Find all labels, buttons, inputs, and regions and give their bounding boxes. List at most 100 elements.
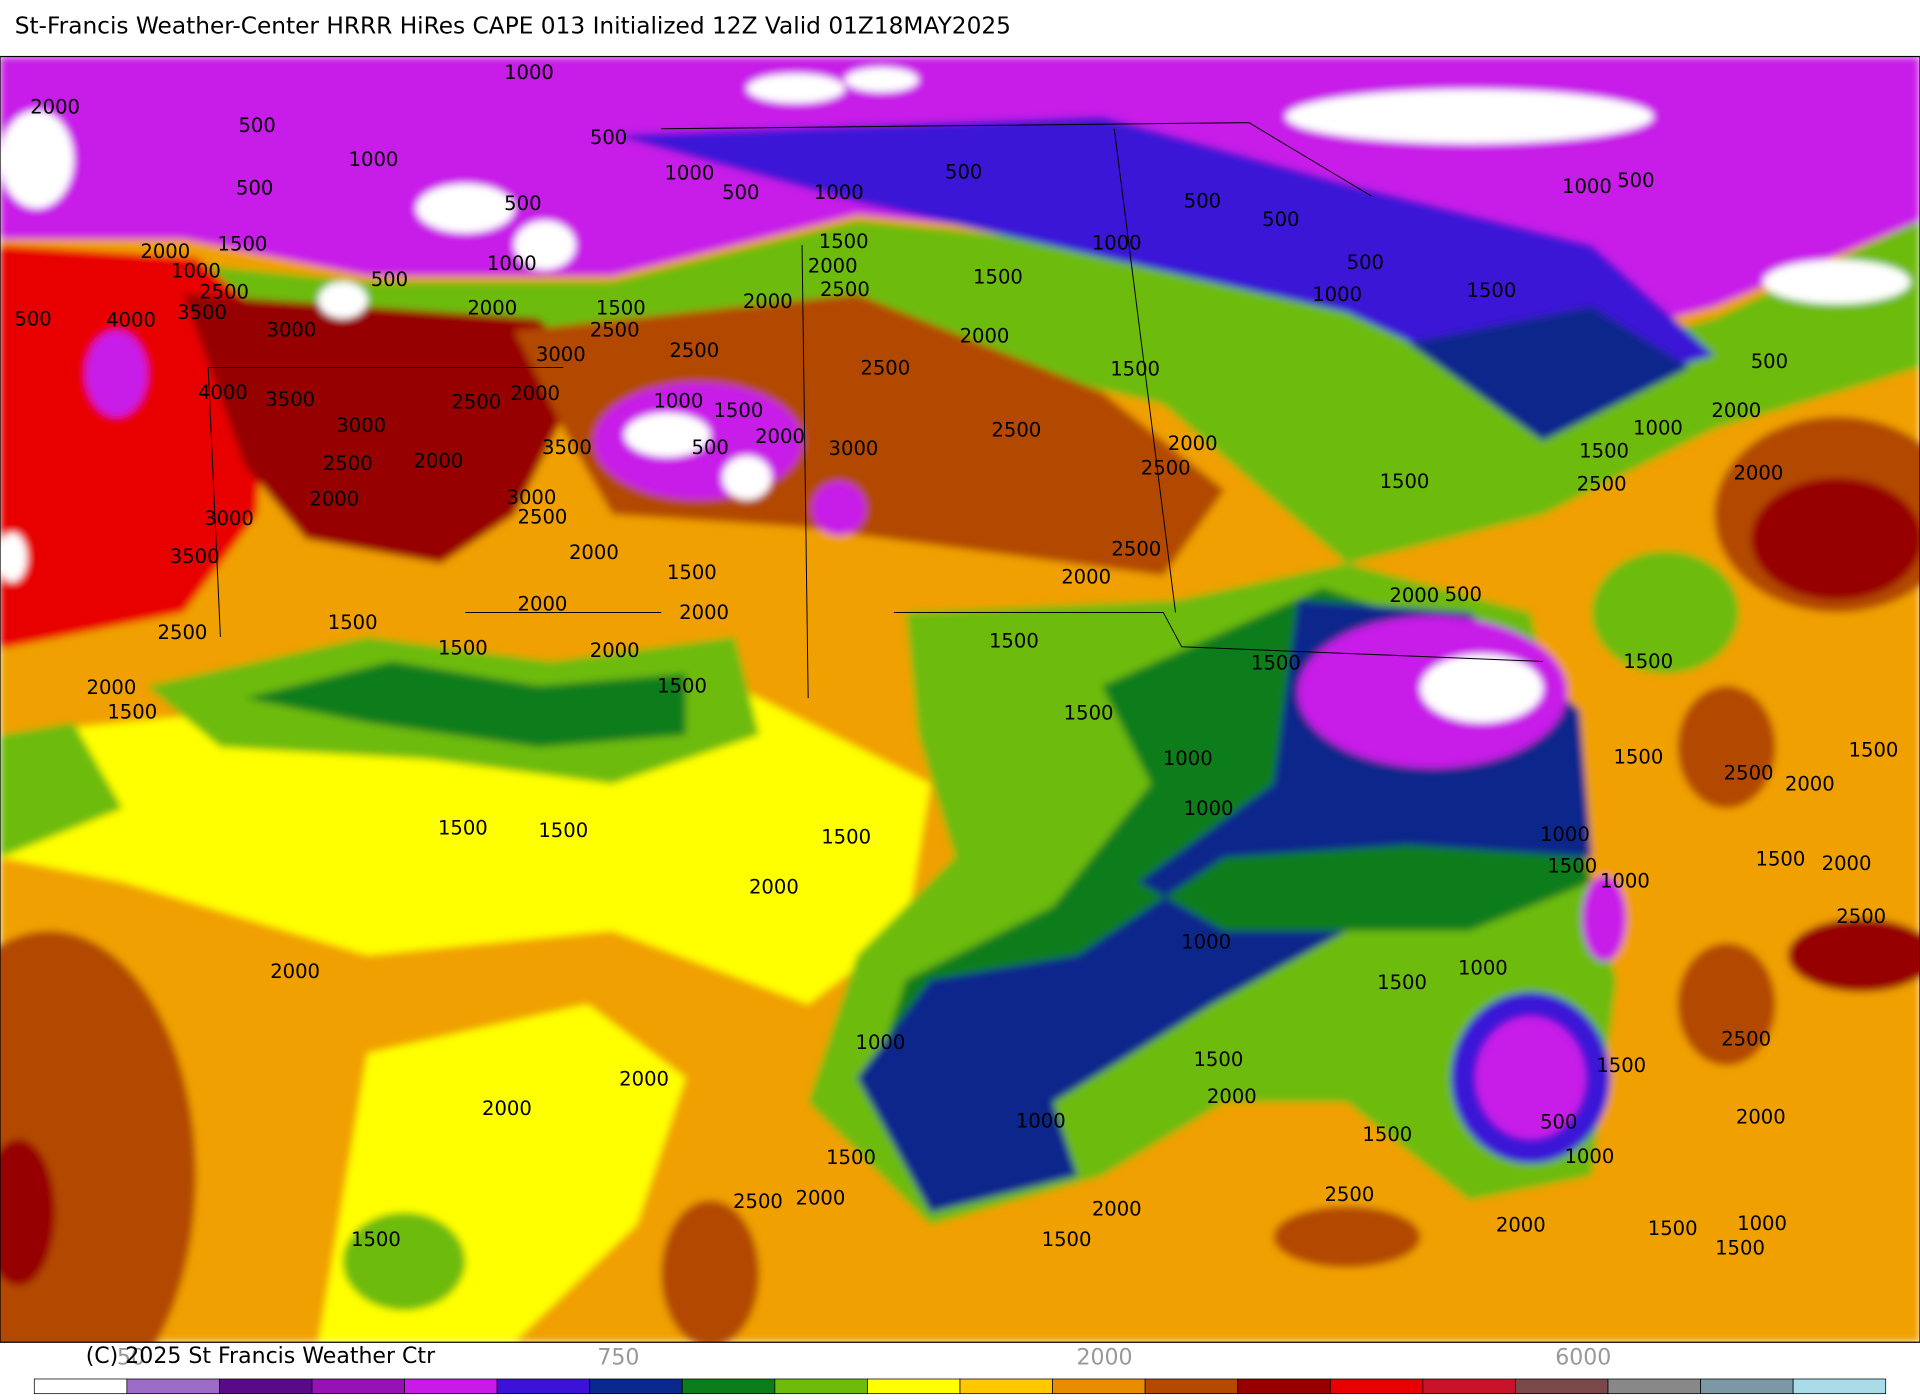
contour-label: 1000 <box>664 162 714 185</box>
colorbar-swatch <box>1144 1378 1239 1395</box>
contour-label: 2000 <box>518 593 568 616</box>
contour-label: 3500 <box>265 388 315 411</box>
contour-label: 500 <box>1262 208 1299 231</box>
contour-label: 1500 <box>821 825 871 848</box>
contour-label: 1000 <box>504 61 554 84</box>
contour-label: 500 <box>371 268 408 291</box>
contour-label: 2000 <box>1389 584 1439 607</box>
contour-label: 500 <box>1445 583 1482 606</box>
contour-label: 2500 <box>1721 1027 1771 1050</box>
colorbar-swatch <box>219 1378 313 1395</box>
contour-label: 3500 <box>170 545 220 568</box>
contour-label: 500 <box>1751 350 1788 373</box>
colorbar-swatch <box>774 1378 868 1395</box>
contour-label: 1000 <box>653 389 703 412</box>
contour-label: 2500 <box>1141 457 1191 480</box>
contour-label: 1000 <box>1562 175 1612 198</box>
contour-label: 1000 <box>487 252 537 275</box>
contour-label: 1500 <box>1547 855 1597 878</box>
contour-label: 1500 <box>351 1228 401 1251</box>
contour-label: 2000 <box>1711 399 1761 422</box>
contour-label: 2500 <box>158 621 208 644</box>
contour-label: 3000 <box>267 318 317 341</box>
contour-label: 500 <box>1540 1111 1577 1134</box>
contour-label: 2500 <box>199 280 249 303</box>
contour-label: 1500 <box>826 1146 876 1169</box>
contour-label: 500 <box>238 114 275 137</box>
contour-label: 2000 <box>1092 1198 1142 1221</box>
contour-label: 1500 <box>819 230 869 253</box>
colorbar-label: 50 <box>117 1345 145 1370</box>
colorbar-swatch <box>404 1378 498 1395</box>
contour-label: 3000 <box>204 507 254 530</box>
colorbar: 50 750 2000 6000 <box>33 1345 1887 1395</box>
contour-label: 2500 <box>451 391 501 414</box>
copyright: (C) 2025 St Francis Weather Ctr <box>86 1344 436 1369</box>
contour-label: 1000 <box>1184 797 1234 820</box>
contour-label: 2000 <box>1733 462 1783 485</box>
colorbar-swatch <box>33 1378 128 1395</box>
contour-label: 1000 <box>1092 231 1142 254</box>
contour-label: 1500 <box>218 233 268 256</box>
contour-label: 3500 <box>542 436 592 459</box>
contour-label: 500 <box>692 436 729 459</box>
colorbar-swatch <box>1422 1378 1516 1395</box>
contour-label: 2000 <box>795 1186 845 1209</box>
contour-label: 1500 <box>1596 1054 1646 1077</box>
contour-label: 1500 <box>1251 651 1301 674</box>
contour-label: 500 <box>1617 169 1654 192</box>
contour-label: 2000 <box>30 95 80 118</box>
colorbar-swatch <box>1700 1378 1794 1395</box>
borders <box>207 122 1543 699</box>
contour-label: 2000 <box>1168 432 1218 455</box>
contour-label: 2000 <box>309 487 359 510</box>
contour-label: 2500 <box>991 419 1041 442</box>
colorbar-swatch <box>496 1378 591 1395</box>
contour-label: 1500 <box>1362 1123 1412 1146</box>
contour-label: 2000 <box>1785 773 1835 796</box>
contour-label: 500 <box>1347 251 1384 274</box>
contour-label: 1000 <box>1181 931 1231 954</box>
contour-label: 2500 <box>518 506 568 529</box>
contour-label: 2500 <box>1577 473 1627 496</box>
colorbar-swatch <box>1329 1378 1424 1395</box>
contour-label: 1500 <box>1715 1237 1765 1260</box>
contour-label: 2000 <box>510 382 560 405</box>
contour-label: 2000 <box>270 960 320 983</box>
colorbar-swatch <box>1237 1378 1331 1395</box>
contour-label: 1000 <box>349 148 399 171</box>
contour-label: 1500 <box>1755 847 1805 870</box>
contour-label: 1500 <box>1380 470 1430 493</box>
colorbar-label: 6000 <box>1555 1345 1611 1370</box>
colorbar-label: 750 <box>597 1345 639 1370</box>
contour-label: 1500 <box>328 611 378 634</box>
contour-label: 500 <box>590 126 627 149</box>
contour-label: 2000 <box>413 449 463 472</box>
contour-label: 3000 <box>507 486 557 509</box>
contour-label: 1000 <box>171 260 221 283</box>
contour-label: 1000 <box>1633 416 1683 439</box>
contour-label: 2500 <box>323 452 373 475</box>
contour-label: 500 <box>945 160 982 183</box>
contour-label: 3000 <box>536 343 586 366</box>
colorbar-swatch <box>959 1378 1053 1395</box>
contour-label: 2500 <box>860 356 910 379</box>
contour-label: 2500 <box>669 339 719 362</box>
contour-label: 3000 <box>829 437 879 460</box>
contour-label: 1000 <box>1600 869 1650 892</box>
contour-label: 1500 <box>1613 746 1663 769</box>
contour-label: 1500 <box>1110 358 1160 381</box>
map-title: St-Francis Weather-Center HRRR HiRes CAP… <box>15 12 1011 39</box>
contour-label: 2000 <box>1496 1213 1546 1236</box>
contour-label: 500 <box>14 307 51 330</box>
contour-label: 1500 <box>438 817 488 840</box>
contour-label: 2000 <box>679 601 729 624</box>
contour-label: 2000 <box>87 676 137 699</box>
colorbar-swatch <box>867 1378 961 1395</box>
contour-label: 1500 <box>1623 650 1673 673</box>
contour-label: 1500 <box>538 819 588 842</box>
contour-label: 1500 <box>1648 1217 1698 1240</box>
colorbar-swatch <box>311 1378 405 1395</box>
